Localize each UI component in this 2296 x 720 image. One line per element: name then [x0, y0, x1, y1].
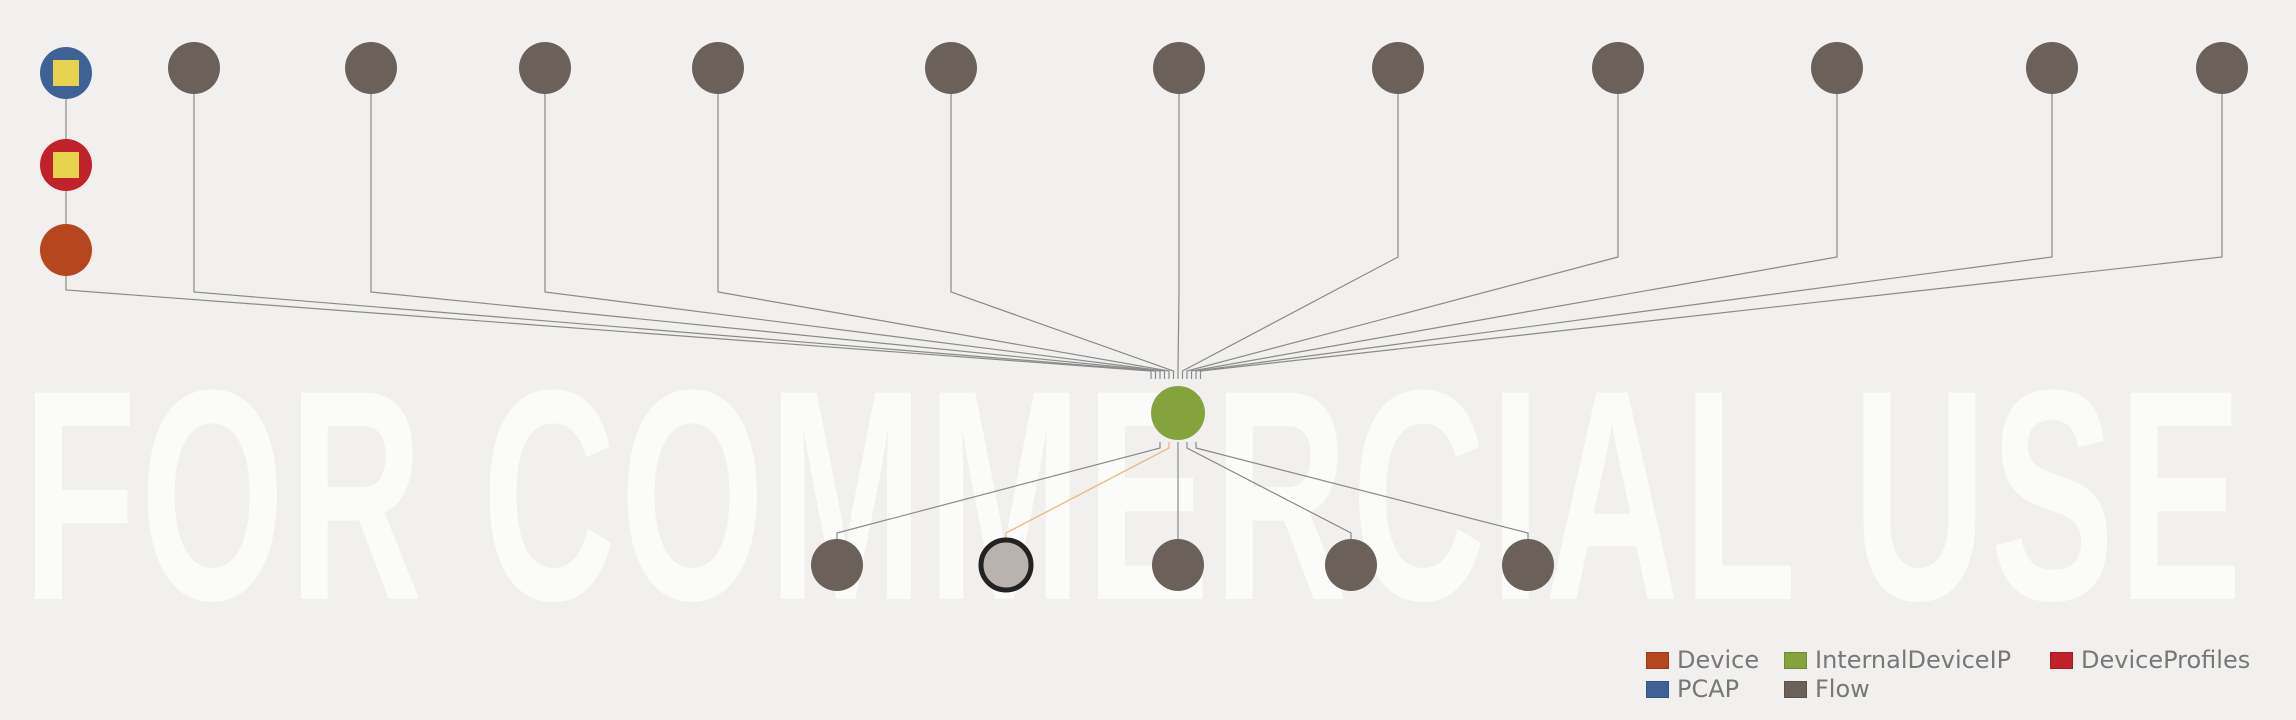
- node-deviceprofiles-profiles[interactable]: [40, 139, 92, 191]
- edge-t9-ip: [1190, 94, 1838, 379]
- legend-item-pcap[interactable]: PCAP: [1646, 675, 1784, 703]
- edge-t7-ip: [1181, 94, 1399, 379]
- node-flow-t10[interactable]: [2026, 42, 2078, 94]
- legend-label: InternalDeviceIP: [1815, 646, 2012, 674]
- node-flow-t2[interactable]: [345, 42, 397, 94]
- node-flow-t6[interactable]: [1153, 42, 1205, 94]
- node-flow-b4[interactable]: [1325, 539, 1377, 591]
- legend-label: Device: [1677, 646, 1760, 674]
- edge-t4-ip: [717, 94, 1170, 379]
- edge-t8-ip: [1186, 94, 1619, 379]
- edges-layer: [65, 94, 2223, 539]
- legend-swatch-icon: [2050, 651, 2073, 669]
- legend-item-device[interactable]: Device: [1646, 646, 1784, 674]
- node-flow-b2[interactable]: [978, 537, 1034, 593]
- edge-t2-ip: [370, 94, 1161, 379]
- node-flow-t5[interactable]: [925, 42, 977, 94]
- legend-swatch-icon: [1646, 680, 1669, 698]
- edge-ip-b1: [836, 442, 1161, 539]
- legend-label: PCAP: [1677, 675, 1740, 703]
- legend-swatch-icon: [1784, 651, 1807, 669]
- square-icon: [53, 60, 79, 86]
- node-flow-t1[interactable]: [168, 42, 220, 94]
- legend-label: Flow: [1815, 675, 1870, 703]
- edge-t5-ip: [950, 94, 1175, 379]
- node-flow-t11[interactable]: [2196, 42, 2248, 94]
- legend-label: DeviceProfiles: [2081, 646, 2251, 674]
- legend: Device InternalDeviceIP DeviceProfiles PCAP…: [1646, 646, 2250, 703]
- node-flow-b3[interactable]: [1152, 539, 1204, 591]
- node-flow-t9[interactable]: [1811, 42, 1863, 94]
- edge-t3-ip: [544, 94, 1166, 379]
- node-flow-t4[interactable]: [692, 42, 744, 94]
- node-flow-b5[interactable]: [1502, 539, 1554, 591]
- legend-item-deviceprofiles[interactable]: DeviceProfiles: [2050, 646, 2250, 674]
- node-flow-t8[interactable]: [1592, 42, 1644, 94]
- edge-t10-ip: [1195, 94, 2053, 379]
- node-flow-t7[interactable]: [1372, 42, 1424, 94]
- edge-ip-b5: [1195, 442, 1529, 539]
- legend-item-flow[interactable]: Flow: [1784, 675, 2050, 703]
- edge-t11-ip: [1199, 94, 2223, 379]
- edge-device-ip: [65, 276, 1152, 379]
- legend-swatch-icon: [1646, 651, 1669, 669]
- node-device-device[interactable]: [40, 224, 92, 276]
- edge-t1-ip: [193, 94, 1157, 379]
- node-flow-t3[interactable]: [519, 42, 571, 94]
- node-pcap-pcap[interactable]: [40, 47, 92, 99]
- legend-swatch-icon: [1784, 680, 1807, 698]
- edge-t6-ip: [1177, 94, 1180, 379]
- legend-item-internaldeviceip[interactable]: InternalDeviceIP: [1784, 646, 2050, 674]
- node-flow-b1[interactable]: [811, 539, 863, 591]
- nodes-layer: [40, 42, 2248, 593]
- node-internaldeviceip-ip[interactable]: [1151, 386, 1205, 440]
- edge-ip-b4: [1186, 442, 1352, 539]
- edge-ip-b2: [1005, 442, 1170, 539]
- square-icon: [53, 152, 79, 178]
